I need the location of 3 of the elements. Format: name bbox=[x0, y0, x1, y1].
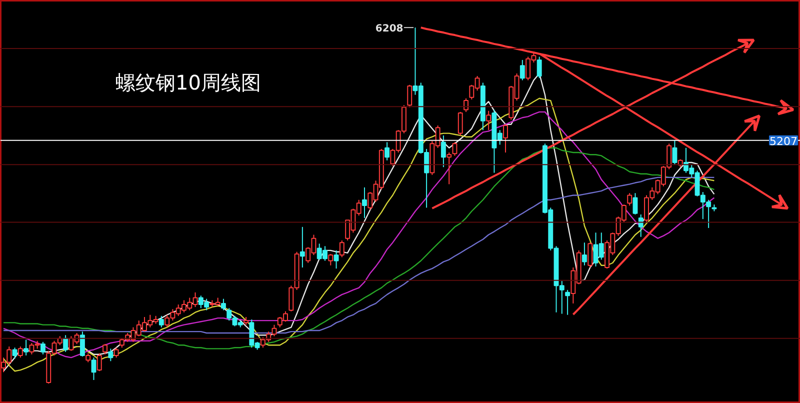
annotation: 6208 bbox=[375, 24, 404, 35]
text: 螺纹钢10周线图 bbox=[116, 70, 261, 94]
annotation: 5207 bbox=[770, 134, 798, 148]
